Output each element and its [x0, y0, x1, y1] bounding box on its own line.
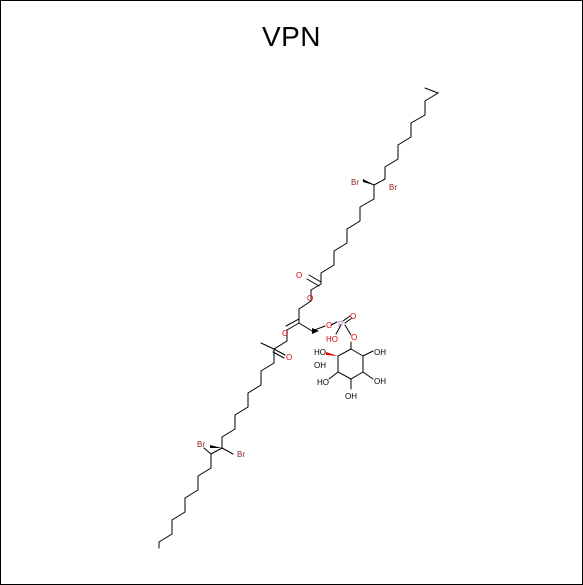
atom-o-phosphate: O [326, 321, 332, 330]
left-chain-tail [158, 453, 212, 549]
left-chain-br-bond-c [203, 447, 212, 455]
top-ester [285, 283, 322, 327]
ring-oh-3 [362, 371, 374, 380]
atom-o-carbonyl-top: O [296, 271, 302, 280]
atom-br-left-right: Br [237, 450, 245, 459]
top-carbonyl-bond-2 [306, 278, 320, 287]
wedge-glycerol [312, 328, 319, 334]
p-double-o-1 [342, 315, 351, 322]
p-double-o-2 [344, 317, 353, 324]
atom-oh-1: HO [314, 348, 326, 357]
atom-phosphorus: P [338, 320, 343, 329]
atom-o-inositol-link: O [351, 333, 357, 342]
atom-br-top-left: Br [351, 178, 359, 187]
top-carbonyl-bond [308, 274, 322, 283]
top-chain-br-bond-a [373, 178, 386, 186]
atom-oh-4: HO [317, 378, 329, 387]
glycerol-backbone [298, 308, 326, 332]
left-carbonyl-bond [273, 348, 286, 356]
left-chain-br-bond-a [221, 447, 234, 455]
atom-o-p-hydroxyl: HO [326, 335, 338, 344]
atom-o-ester-top: O [307, 294, 313, 303]
atom-br-left-left: Br [197, 440, 205, 449]
atom-oh-2: OH [374, 348, 386, 357]
molecule-title: VPN [261, 21, 322, 52]
bond-lines [158, 87, 440, 549]
atom-oh-5: OH [345, 392, 357, 401]
glycerol-to-left-ester [286, 322, 300, 331]
atom-o-p-double: O [350, 312, 356, 321]
atom-br-top-right: Br [389, 183, 397, 192]
wedge-left-br [210, 445, 222, 448]
left-ester [260, 329, 288, 350]
atom-o-carbonyl-left: O [286, 353, 292, 362]
p-oh-bond [335, 324, 342, 335]
atom-oh-3: OH [374, 377, 386, 386]
ring-oh-2 [362, 350, 374, 357]
wedge-top-br1 [363, 179, 374, 185]
atom-oh-6: OH [314, 361, 326, 370]
ring-oh-4 [328, 371, 339, 380]
top-chain-tail [384, 87, 440, 180]
wedge-oh1 [326, 352, 338, 356]
left-chain-mid [221, 348, 275, 449]
atom-o-ester-left: O [282, 329, 288, 338]
left-chain-br-bond-b [210, 447, 223, 455]
p-o-inositol [344, 324, 352, 336]
inositol-ring [337, 348, 364, 380]
p-o-bond [330, 321, 338, 326]
left-carbonyl-bond-2 [272, 351, 285, 359]
top-chain-mid [320, 184, 375, 285]
